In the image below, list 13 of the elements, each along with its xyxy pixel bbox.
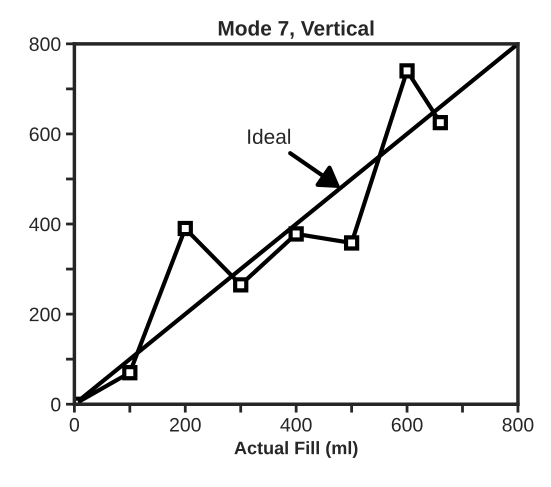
y-tick-label: 200 <box>30 308 60 322</box>
x-axis-title: Actual Fill (ml) <box>234 441 358 458</box>
y-tick-label: 0 <box>51 398 60 412</box>
y-tick-label: 800 <box>30 37 60 52</box>
x-tick-label: 400 <box>280 418 312 432</box>
x-tick-label: 800 <box>502 418 534 432</box>
annotation: Ideal <box>248 128 290 144</box>
x-tick-label: 0 <box>70 418 80 432</box>
x-tick-label: 200 <box>170 418 201 432</box>
y-tick-label: 600 <box>30 127 60 142</box>
chart-title: Mode 7, Vertical <box>218 20 374 39</box>
y-tick-label: 400 <box>29 217 60 232</box>
x-tick-label: 600 <box>392 418 423 432</box>
